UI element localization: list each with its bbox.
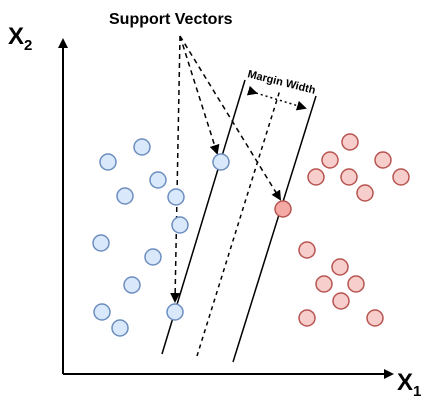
blue-point <box>116 187 134 205</box>
red-point <box>315 275 333 293</box>
blue-point <box>133 138 151 156</box>
red-point <box>366 309 384 327</box>
blue-point <box>171 216 189 234</box>
red-point <box>307 168 325 186</box>
margin-line-right <box>232 95 317 363</box>
red-point <box>347 275 365 293</box>
blue-point <box>92 234 110 252</box>
blue-point <box>144 248 162 266</box>
x-axis-label: X1 <box>397 369 421 400</box>
margin-width-arrow <box>246 85 307 111</box>
red-point <box>331 258 349 276</box>
red-point <box>321 151 339 169</box>
red-point <box>356 184 374 202</box>
support-vector-arrow-3 <box>179 35 282 201</box>
red-point <box>332 292 350 310</box>
blue-point <box>93 303 111 321</box>
support-vector-arrow-1 <box>170 35 181 303</box>
y-axis-label: X2 <box>8 23 32 54</box>
blue-point <box>111 319 129 337</box>
red-point <box>298 241 316 259</box>
red-point <box>374 151 392 169</box>
support-vectors-label: Support Vectors <box>109 11 233 28</box>
class-red-points <box>298 133 410 327</box>
blue-point <box>167 188 185 206</box>
blue-support-vector <box>166 303 184 321</box>
blue-point <box>99 153 117 171</box>
red-support-vector <box>274 200 292 218</box>
class-blue-points <box>92 138 230 337</box>
support-vector-arrow-2 <box>179 35 220 155</box>
red-point <box>298 309 316 327</box>
decision-boundary <box>196 89 281 357</box>
red-point <box>341 133 359 151</box>
red-point <box>392 168 410 186</box>
blue-point <box>149 171 167 189</box>
red-point <box>340 168 358 186</box>
blue-support-vector <box>212 153 230 171</box>
blue-point <box>123 276 141 294</box>
